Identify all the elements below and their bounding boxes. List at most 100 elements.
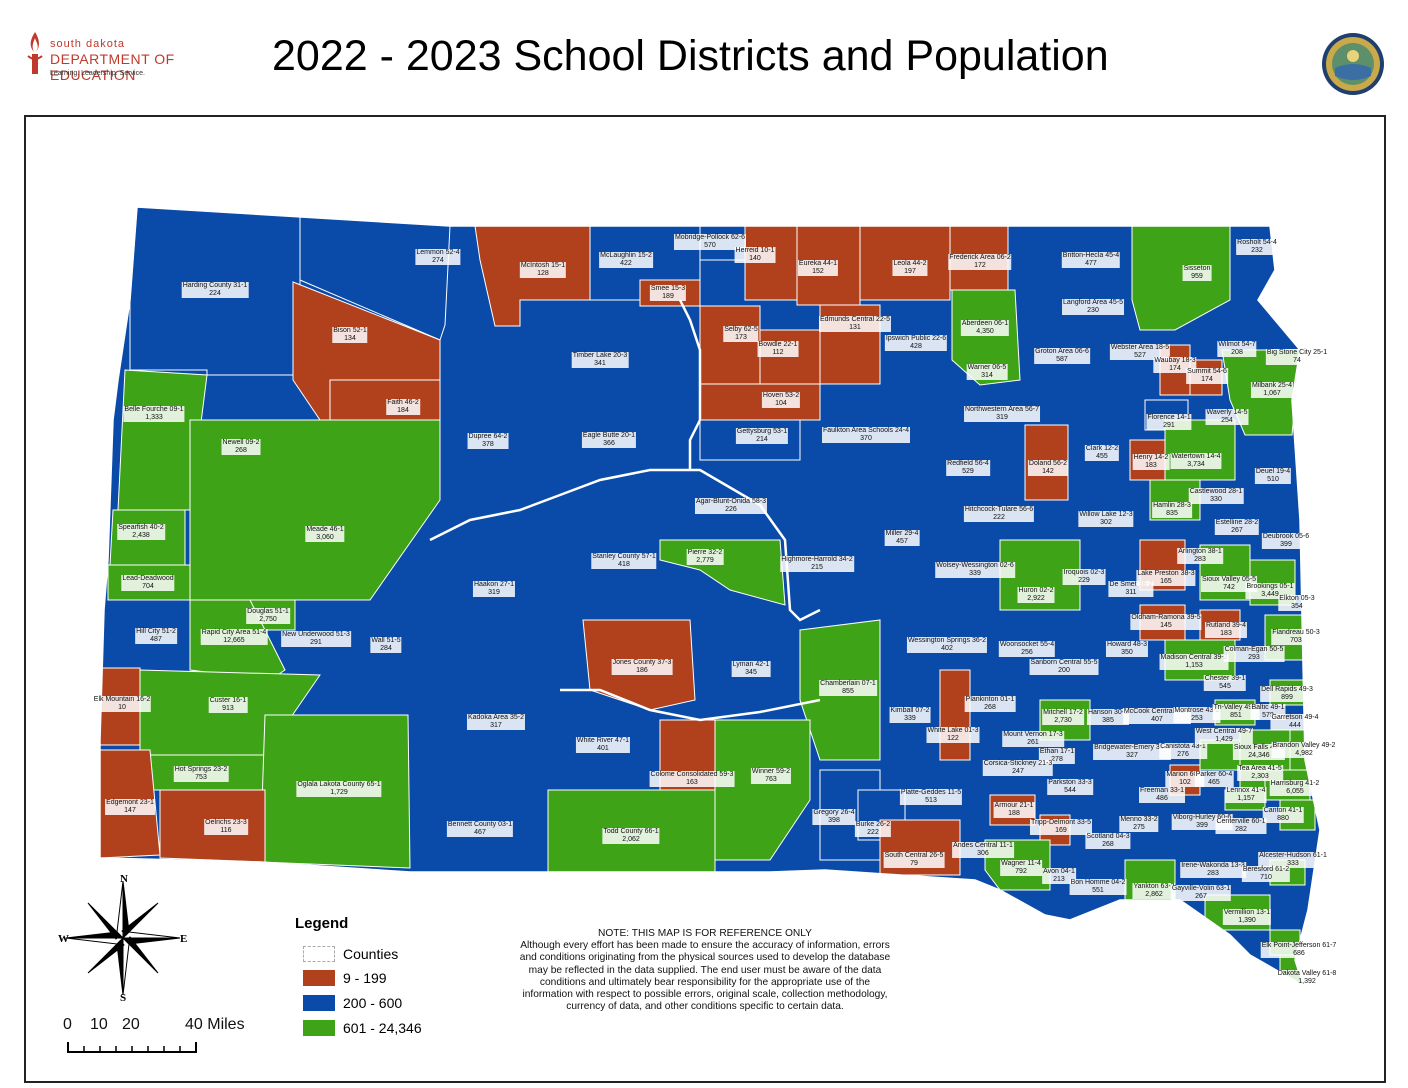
district-faith-46-2[interactable] [329,379,441,421]
district-label: Hot Springs 23-2 753 [173,766,229,782]
scale-ruler [67,1042,197,1053]
district-label: Centerville 60-1 282 [1215,818,1267,834]
district-label: Dell Rapids 49-3 899 [1260,686,1314,702]
district-label: New Underwood 51-3 291 [281,631,351,647]
district-label: McIntosh 15-1 128 [519,262,567,278]
district-label: Flandreau 50-3 703 [1271,629,1321,645]
district-label: Garretson 49-4 444 [1270,714,1320,730]
district-label: Lyman 42-1 345 [731,661,771,677]
district-label: Faith 46-2 184 [386,399,420,415]
district-label: Lake Preston 38-3 165 [1136,570,1196,586]
compass-e: E [180,933,187,945]
scale-label-20: 20 [122,1016,140,1033]
district-label: Henry 14-2 183 [1132,454,1170,470]
district-label: West Central 49-7 1,429 [1194,728,1254,744]
district-label: Warner 06-5 314 [966,364,1008,380]
scale-bar: 0 10 20 40 Miles [60,1016,260,1061]
district-label: Wall 51-5 284 [370,637,402,653]
district-label: Hamlin 28-3 835 [1152,502,1192,518]
district-label: Doland 56-2 142 [1027,460,1069,476]
district-label: Willow Lake 12-3 302 [1078,511,1134,527]
district-label: Edgemont 23-1 147 [105,799,155,815]
district-label: Hitchcock-Tulare 56-6 222 [963,506,1035,522]
district-label: Wolsey-Wessington 02-6 339 [935,562,1015,578]
district-label: Brandon Valley 49-2 4,982 [1271,742,1337,758]
legend-item-low: 9 - 199 [303,969,503,987]
district-label: Platte-Geddes 11-5 513 [899,789,963,805]
district-label: Corsica-Stickney 21-3 247 [982,760,1054,776]
district-label: Rapid City Area 51-4 12,665 [200,629,268,645]
district-label: Mobridge-Pollock 62-6 570 [673,234,747,250]
district-label: Arlington 38-1 283 [1177,548,1223,564]
district-label: Haakon 27-1 319 [472,581,516,597]
district-label: Sanborn Central 55-5 200 [1029,659,1099,675]
district-label: Castlewood 28-1 330 [1188,488,1244,504]
district-label: Elk Point-Jefferson 61-7 686 [1260,942,1338,958]
district-label: Rutland 39-4 183 [1204,622,1248,638]
district-label: Rosholt 54-4 232 [1236,239,1278,255]
district-label: Faulkton Area Schools 24-4 370 [822,427,910,443]
compass-w: W [58,933,69,945]
district-herreid-10-1[interactable] [744,225,798,301]
district-label: Menno 33-2 275 [1119,816,1159,832]
district-label: Armour 21-1 188 [993,802,1035,818]
map-legend: Legend Counties 9 - 199 200 - 600 601 - … [295,915,495,1045]
district-label: South Central 26-5 79 [883,852,945,868]
note-heading: NOTE: THIS MAP IS FOR REFERENCE ONLY [598,928,812,939]
state-border [99,206,1321,987]
river-line-1 [560,688,821,722]
district-label: Newell 09-2 268 [221,439,261,455]
district-label: Freeman 33-1 486 [1139,787,1185,803]
district-label: Selby 62-5 173 [723,326,759,342]
district-label: Howard 48-3 350 [1105,641,1149,657]
district-label: Dupree 64-2 378 [467,433,509,449]
district-label: Irene-Wakonda 13-3 283 [1180,862,1246,878]
district-label: Florence 14-1 291 [1146,414,1192,430]
district-label: Tripp-Delmont 33-5 169 [1029,819,1093,835]
district-label: Meade 46-1 3,060 [305,526,345,542]
district-label: Sioux Valley 05-5 742 [1201,576,1257,592]
district-label: Lemmon 52-4 274 [415,249,461,265]
district-label: Deuel 19-4 510 [1254,468,1292,484]
scale-label-0: 0 [63,1016,72,1033]
district-label: Bowdle 22-1 112 [757,341,799,357]
district-label: Sisseton 959 [1182,265,1212,281]
district-label: Plankinton 01-1 268 [964,696,1016,712]
legend-item-mid: 200 - 600 [303,994,503,1012]
district-label: Wilmot 54-7 208 [1217,341,1257,357]
district-label: Frederick Area 06-2 172 [948,254,1012,270]
district-label: Bison 52-1 134 [332,327,368,343]
river-line-0 [429,468,821,622]
district-label: Eagle Butte 20-1 366 [581,432,637,448]
district-label: Beresford 61-2 710 [1241,866,1291,882]
page-title: 2022 - 2023 School Districts and Populat… [272,32,1109,80]
district-label: Dakota Valley 61-8 1,392 [1276,970,1338,986]
district-label: Ipswich Public 22-6 428 [884,335,948,351]
district-label: Iroquois 02-3 229 [1062,569,1106,585]
district-label: Vermillion 13-1 1,390 [1222,909,1272,925]
district-label: Parker 60-4 465 [1194,771,1234,787]
district-label: Waubay 18-3 174 [1153,357,1197,373]
district-label: Summit 54-6 174 [1186,368,1228,384]
district-label: Huron 02-2 2,922 [1017,587,1055,603]
district-label: Canistota 43-1 276 [1159,743,1207,759]
district-selby-62-5[interactable] [699,305,761,385]
district-label: Avon 04-1 213 [1042,868,1076,884]
district-bowdle-22-1[interactable] [759,329,821,385]
district-white-lake-01-3[interactable] [939,669,971,761]
district-aberdeen-06-1[interactable] [951,289,1021,386]
district-label: Gayville-Volin 63-1 267 [1170,885,1232,901]
district-label: Clark 12-2 455 [1084,445,1120,461]
disclaimer-note: NOTE: THIS MAP IS FOR REFERENCE ONLY Alt… [515,928,895,1013]
district-label: Woonsocket 55-4 256 [998,641,1056,657]
compass-rose-icon: N S W E [58,873,187,1003]
district-label: Bennett County 03-1 467 [446,821,514,837]
district-label: Todd County 66-1 2,062 [602,828,660,844]
district-hoven-53-2[interactable] [699,383,821,421]
district-label: Chester 39-1 545 [1203,675,1247,691]
district-label: White River 47-1 401 [575,737,631,753]
district-label: Timber Lake 20-3 341 [571,352,629,368]
torch-icon [27,32,43,74]
legend-item-counties: Counties [303,945,503,963]
